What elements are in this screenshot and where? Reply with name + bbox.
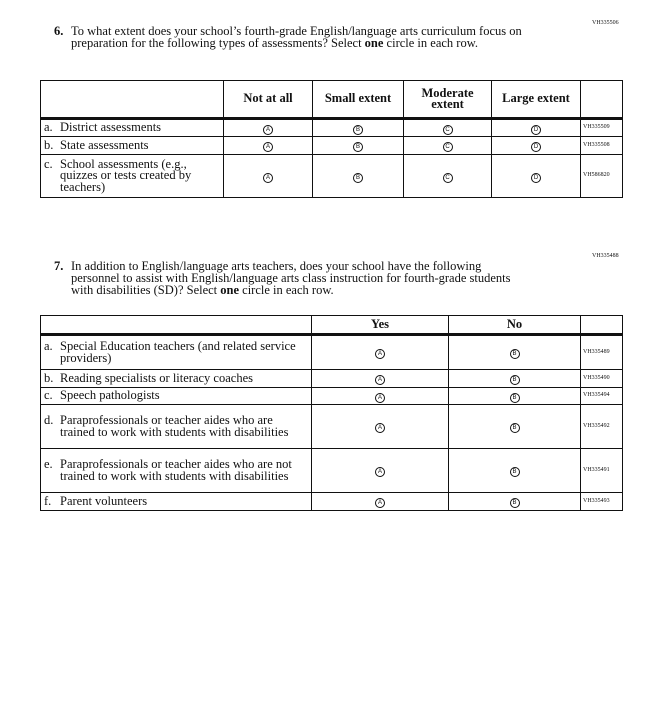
table-row: b. Reading specialists or literacy coache… (40, 369, 623, 388)
answer-bubble[interactable]: B (509, 423, 520, 433)
answer-bubble[interactable]: A (263, 142, 273, 152)
column-header: Not at all (223, 80, 313, 119)
row-label: Special Education teachers (and related … (60, 339, 296, 365)
answer-bubble[interactable]: B (509, 498, 520, 508)
item-code: VH335491 (580, 448, 623, 493)
question-6-table: Not at all Small extent Moderate extent Lar… (40, 80, 623, 198)
answer-bubble[interactable]: B (509, 349, 520, 359)
item-code: VH335489 (580, 334, 623, 370)
question-7-code: VH335488 (592, 253, 619, 259)
table-row: f. Parent volunteers A B VH335493 (40, 492, 623, 511)
answer-bubble[interactable]: A (375, 349, 385, 359)
item-code: VH335509 (580, 118, 623, 137)
answer-bubble[interactable]: A (263, 124, 273, 135)
answer-bubble[interactable]: C (442, 124, 453, 135)
table-row: c. School assessments (e.g., quizzes or t… (40, 154, 623, 198)
table-row: b. State assessments A B C D VH335508 (40, 136, 623, 155)
column-header: Yes (311, 315, 449, 335)
row-label: Parent volunteers (60, 493, 148, 508)
answer-bubble[interactable]: A (375, 375, 385, 385)
column-header: Moderate extent (403, 80, 492, 119)
row-label: State assessments (60, 137, 149, 152)
answer-bubble[interactable]: D (531, 142, 541, 152)
row-label: School assessments (e.g., quizzes or tes… (60, 156, 192, 194)
answer-bubble[interactable]: A (375, 498, 385, 508)
answer-bubble[interactable]: B (509, 392, 520, 403)
question-6-code: VH335506 (592, 20, 619, 26)
answer-bubble[interactable]: B (353, 124, 363, 135)
question-7-text: 7. In addition to English/language arts t… (54, 259, 511, 297)
question-6-text: 6. To what extent does your school’s four… (54, 24, 522, 50)
column-header: Small extent (312, 80, 404, 119)
item-code: VH335492 (580, 404, 623, 449)
answer-bubble[interactable]: C (442, 172, 453, 183)
answer-bubble[interactable]: D (531, 124, 541, 135)
answer-bubble[interactable]: C (442, 142, 453, 152)
table-row: e. Paraprofessionals or teacher aides who… (40, 448, 623, 493)
answer-bubble[interactable]: B (509, 375, 520, 385)
item-code: VH335490 (580, 369, 623, 388)
answer-bubble[interactable]: B (509, 467, 520, 477)
table-row: a. Special Education teachers (and relate… (40, 334, 623, 370)
row-label: Speech pathologists (60, 388, 160, 403)
row-label: District assessments (60, 120, 162, 135)
question-7-table: Yes No a. Special Education teachers (and … (40, 315, 623, 511)
table-row: a. District assessments A B C D VH335509 (40, 118, 623, 137)
item-code: VH335494 (580, 387, 623, 405)
answer-bubble[interactable]: B (353, 172, 363, 183)
row-label: Paraprofessionals or teacher aides who a… (60, 413, 289, 439)
column-header: Large extent (491, 80, 581, 119)
column-header: No (448, 315, 581, 335)
answer-bubble[interactable]: D (531, 172, 541, 183)
table-row: d. Paraprofessionals or teacher aides who… (40, 404, 623, 449)
table-row: c. Speech pathologists A B VH335494 (40, 387, 623, 405)
answer-bubble[interactable]: A (375, 467, 385, 477)
answer-bubble[interactable]: A (375, 423, 385, 433)
row-label: Reading specialists or literacy coaches (60, 370, 253, 385)
row-label: Paraprofessionals or teacher aides who a… (60, 457, 292, 483)
answer-bubble[interactable]: B (353, 142, 363, 152)
item-code: VH335508 (580, 136, 623, 155)
answer-bubble[interactable]: A (263, 172, 273, 183)
answer-bubble[interactable]: A (375, 392, 385, 403)
item-code: VH335493 (580, 492, 623, 511)
item-code: VH586820 (580, 154, 623, 198)
